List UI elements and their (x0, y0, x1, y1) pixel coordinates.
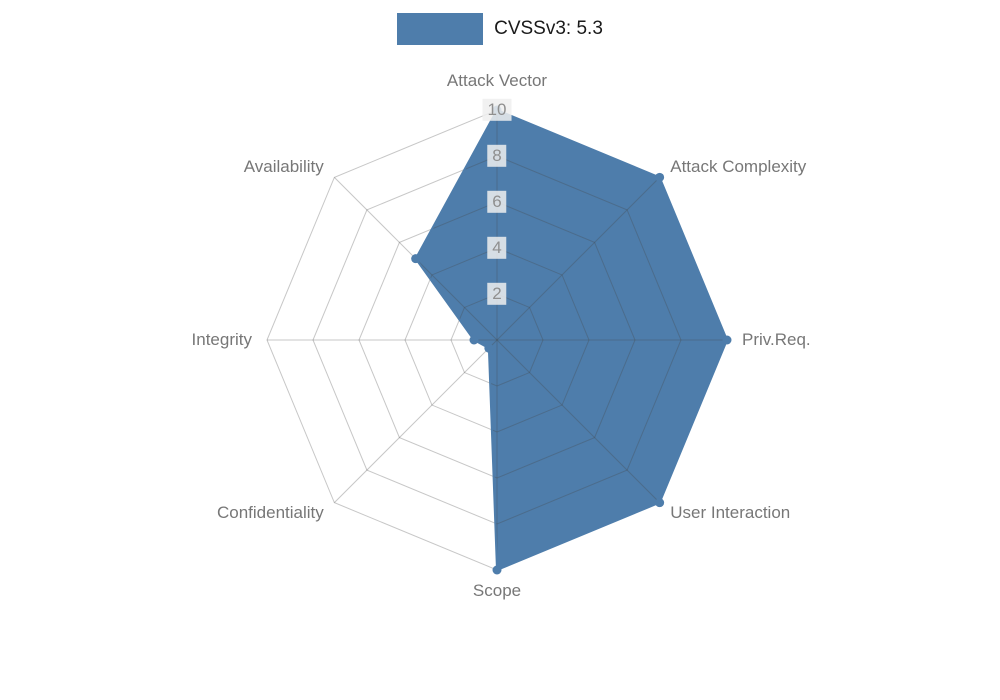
legend-swatch (397, 13, 484, 45)
grid-spoke (496, 177, 660, 341)
data-point (411, 254, 421, 264)
legend-label: CVSSv3: 5.3 (494, 18, 603, 39)
grid-ring (358, 201, 636, 479)
data-point (655, 498, 665, 508)
data-point (492, 105, 502, 115)
grid-ring (404, 247, 590, 433)
grid-ring (450, 293, 544, 387)
grid-spoke (334, 339, 498, 503)
data-point (484, 343, 494, 353)
data-point (492, 565, 502, 575)
data-point (655, 172, 665, 182)
data-point (722, 335, 732, 345)
grid-ring (312, 155, 682, 525)
legend: CVSSv3: 5.3 (0, 13, 1000, 45)
data-point (469, 335, 479, 345)
grid-spoke (496, 339, 660, 503)
